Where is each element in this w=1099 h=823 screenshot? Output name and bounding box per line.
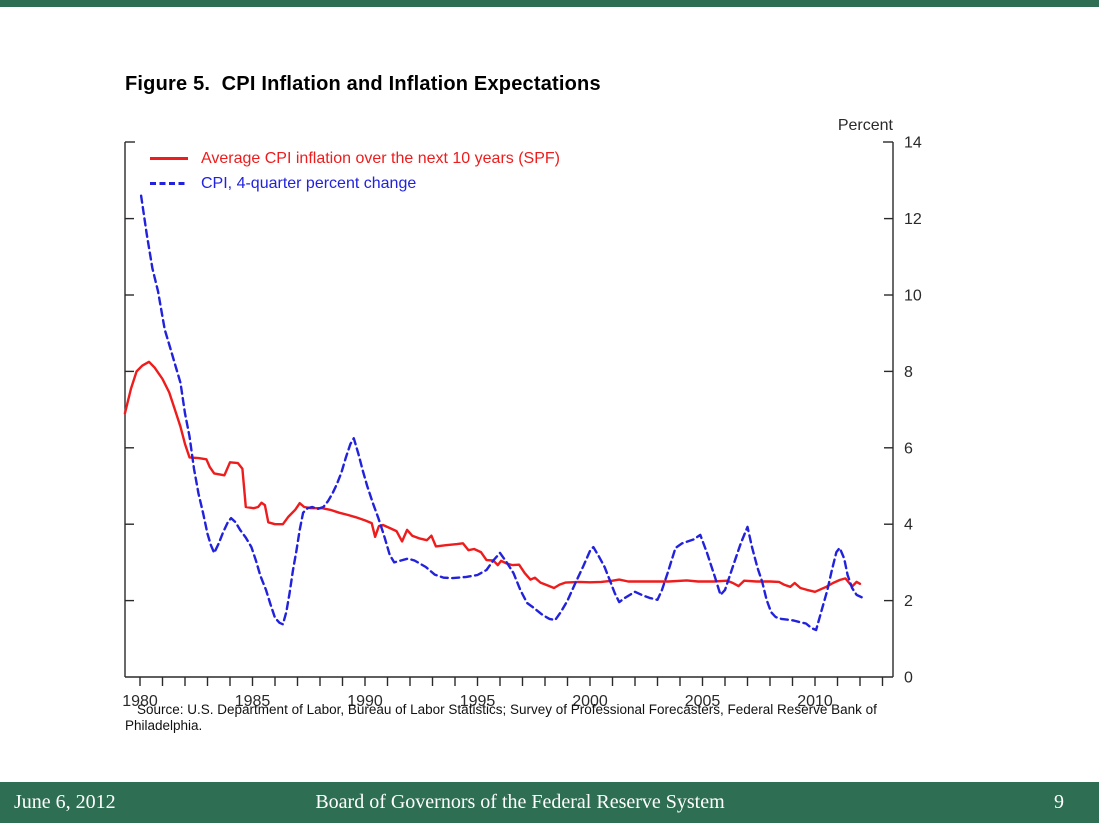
y-tick-label: 8 [904, 364, 913, 381]
footer-date: June 6, 2012 [14, 791, 116, 813]
legend-label-cpi: CPI, 4-quarter percent change [201, 174, 417, 192]
red-solid-line-swatch [150, 157, 188, 160]
legend-item-cpi: CPI, 4-quarter percent change [150, 171, 560, 196]
chart-legend: Average CPI inflation over the next 10 y… [150, 146, 560, 196]
legend-label-spf: Average CPI inflation over the next 10 y… [201, 149, 560, 167]
x-tick-label: 2010 [797, 693, 833, 710]
y-axis-unit-label: Percent [837, 117, 893, 134]
x-tick-label: 2000 [572, 693, 608, 710]
legend-item-spf: Average CPI inflation over the next 10 y… [150, 146, 560, 171]
x-tick-label: 2005 [685, 693, 721, 710]
blue-series-line [139, 194, 864, 632]
x-tick-label: 1985 [235, 693, 271, 710]
figure-title: Figure 5. CPI Inflation and Inflation Ex… [125, 73, 601, 95]
top-accent-bar [0, 0, 1099, 7]
x-tick-label: 1980 [122, 693, 158, 710]
y-tick-label: 10 [904, 288, 922, 305]
red-series-line [123, 360, 862, 593]
footer-page-number: 9 [1054, 791, 1064, 813]
x-tick-label: 1990 [347, 693, 383, 710]
footer-org: Board of Governors of the Federal Reserv… [315, 791, 725, 813]
y-tick-label: 6 [904, 440, 913, 457]
y-tick-label: 14 [904, 135, 922, 152]
footer-bar: June 6, 2012 Board of Governors of the F… [0, 782, 1099, 823]
y-tick-label: 4 [904, 517, 913, 534]
y-tick-label: 0 [904, 670, 913, 687]
y-tick-label: 12 [904, 211, 922, 228]
x-tick-label: 1995 [460, 693, 496, 710]
source-note: Source: U.S. Department of Labor, Bureau… [125, 702, 877, 733]
blue-dashed-line-swatch [150, 182, 188, 185]
y-tick-label: 2 [904, 593, 913, 610]
